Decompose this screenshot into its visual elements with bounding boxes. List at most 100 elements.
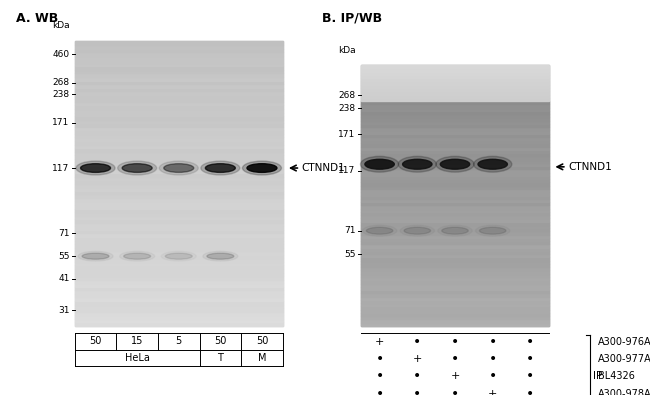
Ellipse shape [76,161,115,175]
Ellipse shape [124,253,151,259]
Bar [75,137,283,141]
Bar [361,274,549,277]
Text: •: • [376,352,384,366]
Bar [75,41,283,326]
Bar [75,177,283,180]
Ellipse shape [164,164,194,172]
Text: T: T [217,353,224,363]
Bar [75,305,283,308]
Bar [75,241,283,244]
Bar [75,81,283,84]
Bar [75,212,283,216]
Bar [75,276,283,280]
Bar [361,192,549,196]
Bar [75,223,283,226]
Bar [75,109,283,113]
Bar [75,322,283,326]
Bar [75,141,283,145]
Text: •: • [526,369,534,384]
Ellipse shape [118,161,157,175]
Bar [361,293,549,297]
Bar [361,287,549,290]
Bar [361,300,549,303]
Bar [75,52,283,56]
Bar [361,156,549,160]
Bar [361,68,549,72]
Bar [361,137,549,140]
Bar [361,182,549,186]
Bar [361,173,549,176]
Text: 71: 71 [58,229,70,238]
Text: 117: 117 [338,166,356,175]
Bar [361,271,549,274]
Bar [75,290,283,294]
Text: +: + [488,389,497,395]
Bar [75,191,283,194]
Bar [75,166,283,169]
Bar [75,219,283,223]
Bar [361,150,549,153]
Bar [361,202,549,205]
Bar [361,179,549,182]
Ellipse shape [480,227,506,234]
Bar [75,201,283,205]
Bar [361,225,549,228]
Text: 171: 171 [52,118,70,127]
Bar [361,101,549,104]
Bar [75,209,283,212]
Bar [361,254,549,258]
Ellipse shape [478,159,508,169]
Ellipse shape [365,159,395,169]
Bar [361,248,549,251]
Bar [361,85,549,88]
Text: 55: 55 [58,252,70,261]
Bar [75,198,283,201]
Ellipse shape [82,253,109,259]
Text: •: • [526,335,534,349]
Bar [75,301,283,305]
Bar [361,316,549,319]
Text: •: • [413,335,421,349]
Bar [361,222,549,225]
Text: •: • [489,352,497,366]
Bar [361,267,549,271]
Bar [75,148,283,152]
Ellipse shape [207,253,234,259]
Text: 15: 15 [131,336,144,346]
Bar [361,251,549,254]
Bar [75,130,283,134]
Bar [361,303,549,307]
Bar [361,94,549,98]
Ellipse shape [404,227,430,234]
Text: A300-977A: A300-977A [598,354,650,364]
Text: •: • [489,335,497,349]
Bar [361,235,549,238]
Text: 55: 55 [344,250,356,259]
Bar [75,194,283,198]
Bar [361,264,549,267]
Bar [75,308,283,312]
Bar [75,66,283,70]
Ellipse shape [474,156,512,172]
Bar [75,77,283,81]
Bar [361,205,549,209]
Ellipse shape [201,161,240,175]
Text: HeLa: HeLa [125,353,150,363]
Bar [361,140,549,143]
Bar [361,215,549,218]
Text: 268: 268 [53,78,70,87]
Ellipse shape [242,161,281,175]
Bar [75,45,283,49]
Text: kDa: kDa [338,46,356,55]
Bar [75,159,283,162]
Bar [361,218,549,222]
Bar [361,189,549,192]
Bar [361,153,549,156]
Bar [361,310,549,313]
Bar [361,209,549,212]
Bar [75,287,283,290]
Bar [361,313,549,316]
Bar [75,152,283,155]
Bar [361,107,549,111]
Text: •: • [451,335,459,349]
